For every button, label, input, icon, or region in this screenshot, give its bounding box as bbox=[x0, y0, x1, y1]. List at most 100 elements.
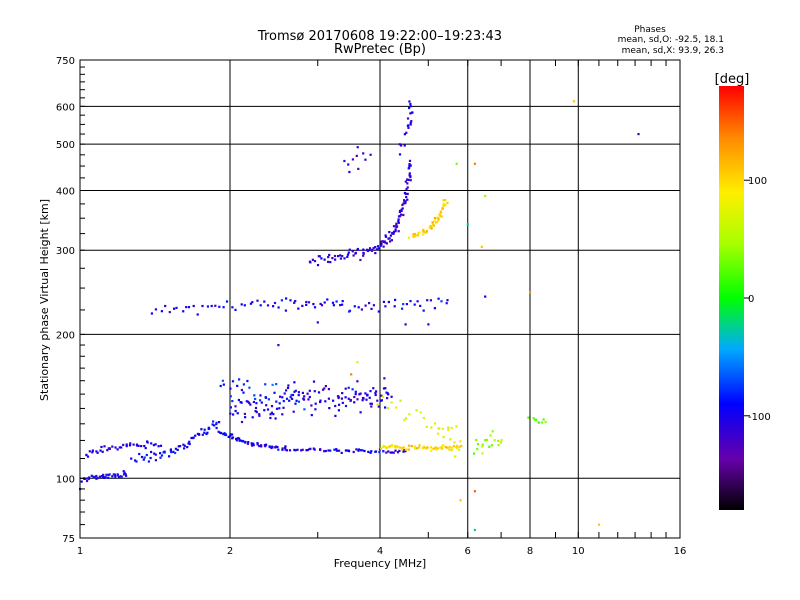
data-point bbox=[283, 392, 286, 395]
data-point bbox=[401, 307, 404, 310]
data-point bbox=[419, 411, 422, 414]
data-point bbox=[426, 299, 429, 302]
data-point bbox=[448, 445, 451, 449]
data-point bbox=[168, 455, 171, 458]
data-point bbox=[236, 412, 239, 415]
data-point bbox=[368, 247, 372, 250]
data-point bbox=[324, 449, 327, 453]
data-point bbox=[343, 257, 346, 260]
data-point bbox=[460, 444, 463, 448]
colorbar bbox=[719, 86, 744, 510]
data-point bbox=[332, 304, 335, 307]
data-point bbox=[406, 178, 409, 181]
data-point bbox=[319, 400, 322, 404]
data-point bbox=[384, 234, 387, 237]
data-point bbox=[235, 437, 238, 440]
data-point bbox=[238, 437, 241, 440]
data-point bbox=[418, 231, 421, 234]
data-point bbox=[292, 410, 295, 413]
data-point bbox=[88, 450, 91, 453]
data-point bbox=[359, 411, 362, 414]
data-point bbox=[408, 413, 411, 416]
data-point bbox=[307, 398, 310, 401]
data-point bbox=[93, 476, 96, 479]
data-point bbox=[395, 406, 398, 409]
data-point bbox=[384, 387, 387, 390]
data-point bbox=[87, 477, 90, 480]
data-point bbox=[284, 445, 287, 448]
data-point bbox=[376, 399, 379, 402]
data-point bbox=[286, 386, 290, 389]
data-point bbox=[429, 224, 432, 228]
data-point bbox=[285, 449, 288, 452]
data-point bbox=[413, 235, 416, 238]
data-point bbox=[500, 439, 503, 442]
data-point bbox=[349, 398, 352, 402]
data-point bbox=[488, 445, 491, 448]
data-point bbox=[354, 251, 357, 254]
data-point bbox=[384, 445, 387, 448]
data-point bbox=[274, 445, 277, 448]
data-point bbox=[275, 383, 278, 386]
data-point bbox=[527, 416, 530, 419]
data-point bbox=[473, 162, 476, 165]
data-point bbox=[356, 380, 359, 383]
data-point bbox=[490, 444, 493, 447]
data-point bbox=[102, 476, 106, 479]
data-point bbox=[339, 257, 342, 260]
data-point bbox=[473, 490, 476, 493]
data-point bbox=[316, 264, 320, 267]
data-point bbox=[229, 406, 232, 409]
data-point bbox=[312, 447, 315, 450]
data-point bbox=[341, 300, 344, 303]
data-point bbox=[405, 188, 408, 191]
data-point bbox=[320, 257, 323, 260]
data-point bbox=[409, 164, 412, 167]
data-point bbox=[347, 163, 350, 166]
data-point bbox=[353, 305, 356, 308]
data-point bbox=[214, 304, 217, 307]
data-point bbox=[154, 308, 157, 311]
data-point bbox=[374, 450, 378, 453]
data-point bbox=[128, 444, 132, 447]
data-point bbox=[291, 397, 294, 400]
data-point bbox=[259, 399, 262, 402]
data-point bbox=[281, 447, 284, 450]
data-point bbox=[101, 450, 104, 453]
data-point bbox=[207, 427, 210, 430]
data-point bbox=[380, 447, 383, 450]
data-point bbox=[114, 475, 117, 478]
data-point bbox=[300, 449, 303, 452]
data-point bbox=[173, 307, 176, 310]
data-point bbox=[270, 411, 273, 414]
data-point bbox=[485, 438, 489, 441]
data-point bbox=[393, 305, 396, 308]
data-point bbox=[138, 452, 141, 456]
data-point bbox=[297, 394, 300, 397]
data-point bbox=[409, 121, 412, 124]
data-point bbox=[379, 399, 382, 402]
data-point bbox=[317, 391, 321, 394]
data-point bbox=[344, 404, 348, 408]
data-point bbox=[346, 255, 349, 258]
data-point bbox=[374, 391, 377, 395]
data-point bbox=[380, 394, 383, 397]
data-point bbox=[86, 479, 89, 483]
data-point bbox=[108, 447, 111, 450]
data-point bbox=[403, 200, 406, 203]
data-point bbox=[337, 255, 340, 258]
data-point bbox=[229, 395, 232, 398]
data-point bbox=[442, 204, 445, 207]
data-point bbox=[105, 473, 108, 476]
data-point bbox=[446, 299, 449, 302]
data-point bbox=[401, 203, 404, 207]
data-point bbox=[475, 438, 478, 442]
data-point bbox=[281, 396, 284, 399]
grid-lines bbox=[80, 60, 680, 538]
data-point bbox=[346, 253, 350, 256]
data-point bbox=[405, 195, 408, 199]
data-point bbox=[370, 405, 373, 408]
data-point bbox=[351, 158, 354, 161]
y-tick-label: 300 bbox=[56, 246, 75, 257]
data-point bbox=[225, 300, 229, 303]
